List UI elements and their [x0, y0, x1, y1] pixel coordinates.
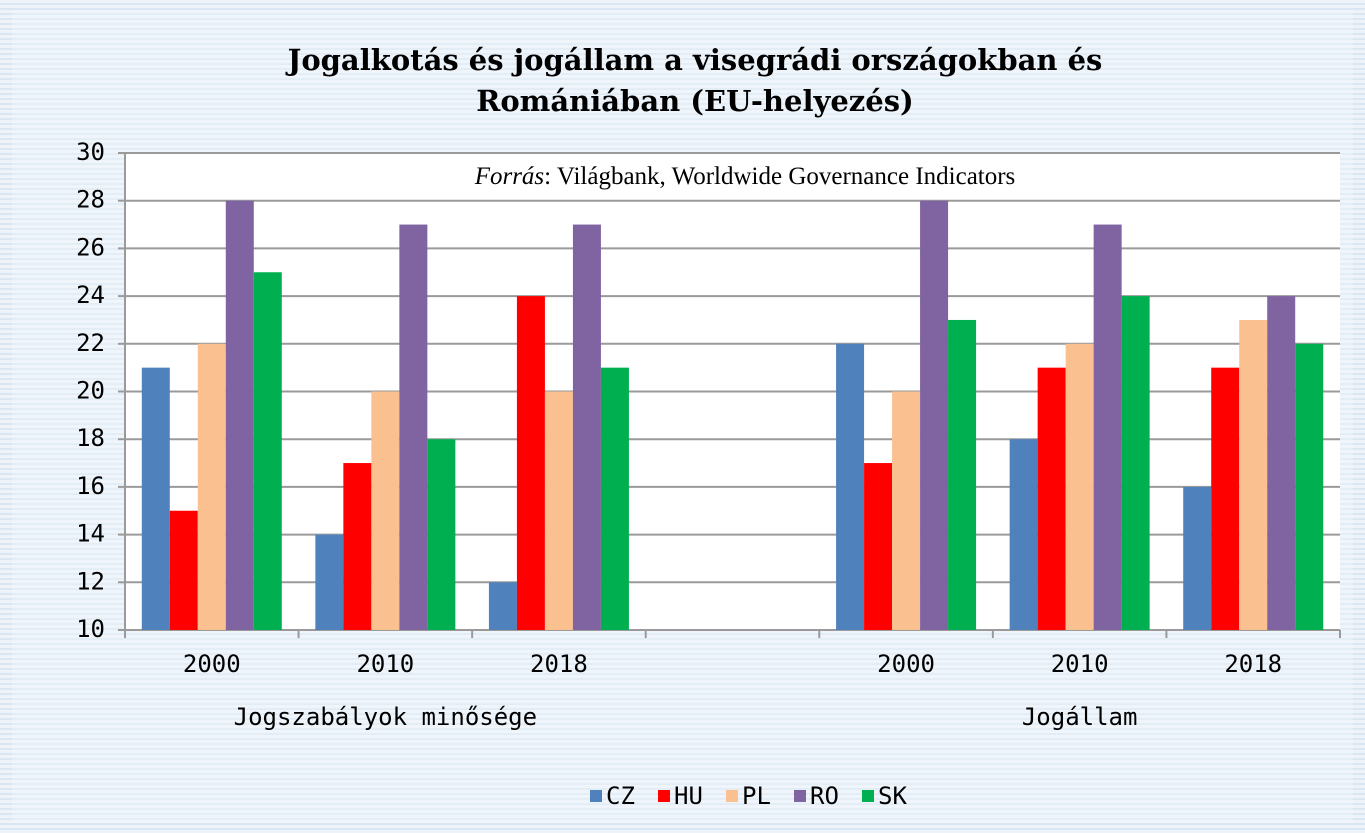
legend-label: RO: [810, 782, 839, 810]
y-tick-label: 16: [76, 472, 105, 500]
bar: [920, 200, 949, 630]
legend-label: SK: [878, 782, 907, 810]
bar: [1183, 486, 1212, 630]
legend-swatch: [590, 790, 602, 802]
bar: [343, 463, 372, 630]
bar: [1009, 439, 1038, 630]
bar: [864, 463, 893, 630]
chart-title: Jogalkotás és jogállam a visegrádi orszá…: [285, 43, 1103, 77]
y-tick-label: 28: [76, 186, 105, 214]
y-tick-label: 30: [76, 138, 105, 166]
x-tick-label: 2018: [530, 650, 588, 678]
bar: [427, 439, 456, 630]
annotation-text: : Világbank, Worldwide Governance Indica…: [544, 163, 1015, 190]
x-tick-label: 2000: [877, 650, 935, 678]
y-tick-label: 10: [76, 615, 105, 643]
bar: [544, 391, 573, 630]
x-tick-label: 2018: [1224, 650, 1282, 678]
chart-title: Romániában (EU-helyezés): [476, 84, 914, 118]
bar: [600, 367, 629, 630]
bar: [1121, 296, 1150, 630]
bar: [948, 319, 977, 630]
bar: [572, 224, 601, 631]
bar: [1065, 343, 1094, 630]
bar: [141, 367, 170, 630]
x-tick-label: 2010: [356, 650, 414, 678]
bar: [1295, 343, 1324, 630]
bar: [371, 391, 400, 630]
group-label: Jogszabályok minősége: [234, 703, 537, 731]
y-tick-label: 12: [76, 567, 105, 595]
legend-swatch: [862, 790, 874, 802]
bar: [399, 224, 428, 631]
y-tick-label: 24: [76, 281, 105, 309]
bar: [836, 343, 865, 630]
x-tick-label: 2000: [183, 650, 241, 678]
bar: [169, 510, 198, 630]
bar: [516, 296, 545, 630]
bar: [253, 272, 282, 630]
y-tick-label: 18: [76, 424, 105, 452]
legend-label: HU: [674, 782, 703, 810]
y-tick-label: 14: [76, 520, 105, 548]
x-tick-label: 2010: [1051, 650, 1109, 678]
legend-label: CZ: [606, 782, 635, 810]
bar: [1267, 296, 1296, 630]
bar: [892, 391, 921, 630]
bar: [1239, 319, 1268, 630]
bar: [1211, 367, 1240, 630]
bar: [197, 343, 226, 630]
annotation: Forrás: Világbank, Worldwide Governance …: [474, 163, 1016, 190]
bar: [225, 200, 254, 630]
y-tick-label: 22: [76, 329, 105, 357]
bar: [1093, 224, 1122, 631]
annotation-italic: Forrás: [474, 163, 544, 190]
legend-swatch: [794, 790, 806, 802]
bar: [315, 534, 344, 630]
legend-label: PL: [742, 782, 771, 810]
legend-swatch: [658, 790, 670, 802]
y-tick-label: 20: [76, 377, 105, 405]
y-tick-label: 26: [76, 233, 105, 261]
bar: [488, 582, 517, 630]
bar: [1037, 367, 1066, 630]
group-label: Jogállam: [1022, 703, 1138, 731]
legend-swatch: [726, 790, 738, 802]
